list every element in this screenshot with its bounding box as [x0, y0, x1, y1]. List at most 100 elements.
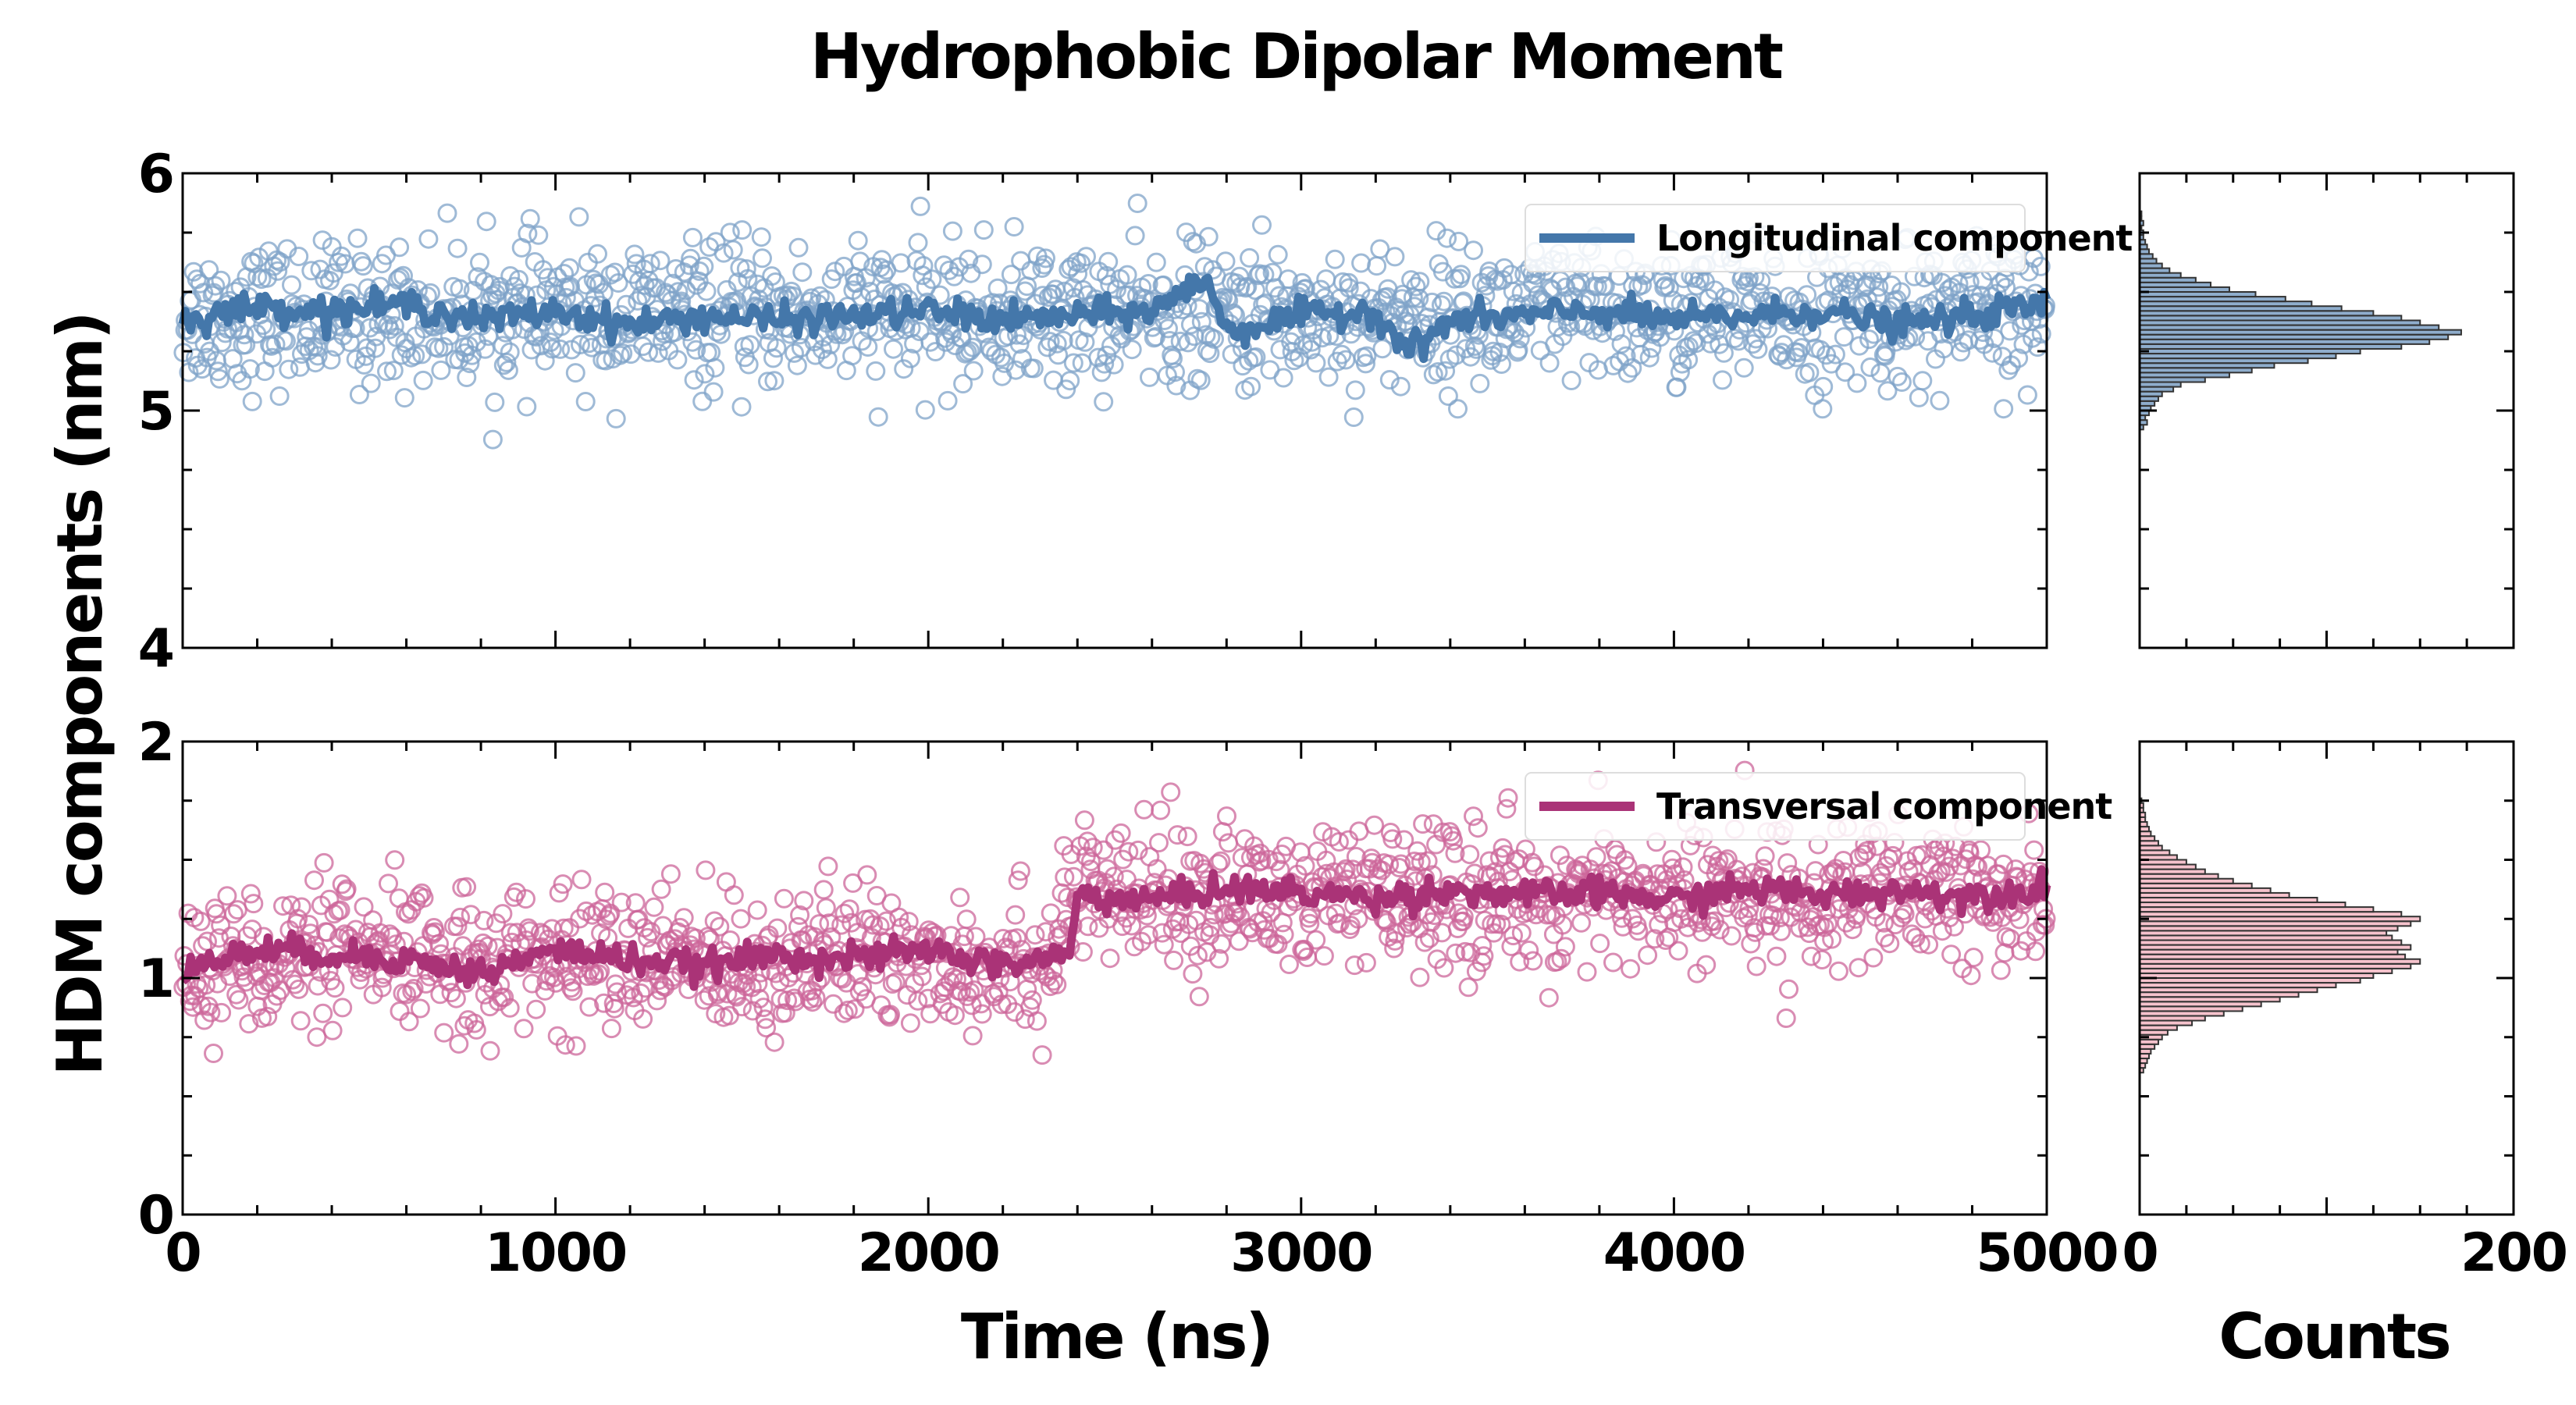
data-point [393, 265, 413, 286]
data-point [774, 888, 794, 909]
data-point [1741, 934, 1761, 954]
data-point [1025, 925, 1045, 945]
data-point [1451, 265, 1471, 285]
data-point [264, 968, 284, 988]
data-point [1357, 346, 1377, 366]
data-point [723, 240, 743, 260]
data-point [1036, 922, 1056, 942]
data-point [1295, 855, 1315, 876]
data-point [490, 276, 510, 297]
y-tick-label: 4 [138, 618, 173, 680]
data-point [1739, 898, 1759, 919]
data-point [1356, 952, 1376, 973]
data-point [912, 966, 932, 987]
data-point [354, 897, 374, 917]
data-point [244, 894, 264, 914]
data-point [1127, 194, 1147, 213]
data-point [1332, 344, 1352, 365]
data-point [307, 337, 327, 357]
data-point [703, 382, 724, 402]
data-point [390, 1001, 410, 1021]
data-point [301, 261, 322, 281]
data-point [749, 988, 770, 1008]
data-point [1414, 932, 1435, 952]
data-point [333, 998, 353, 1018]
data-point [282, 275, 301, 295]
data-point [1746, 329, 1766, 349]
data-point [660, 864, 681, 884]
data-point [1919, 934, 1939, 955]
data-point [1379, 370, 1400, 389]
data-point [682, 227, 703, 247]
data-point [1491, 914, 1511, 934]
data-point [1746, 956, 1767, 976]
data-point [676, 280, 696, 301]
data-point [414, 887, 434, 908]
data-point [594, 993, 614, 1013]
data-point [1713, 343, 1734, 363]
data-point [819, 913, 839, 934]
data-point [1891, 372, 1912, 392]
data-point [1673, 857, 1693, 877]
data-point [1872, 866, 1891, 886]
data-point [1370, 239, 1390, 259]
data-point [1418, 851, 1438, 871]
data-point [391, 345, 411, 365]
data-point [1846, 905, 1866, 925]
data-point [960, 341, 980, 361]
data-point [480, 1040, 500, 1061]
data-point [1428, 362, 1448, 382]
data-point [2001, 355, 2021, 375]
data-point [1645, 929, 1665, 949]
data-point [1316, 269, 1336, 290]
data-point [279, 359, 299, 379]
data-point [1007, 928, 1027, 948]
data-point [1551, 948, 1571, 969]
data-point [736, 259, 756, 279]
data-point [1590, 934, 1610, 954]
data-point [1319, 325, 1340, 346]
data-point [1751, 271, 1771, 291]
data-point [1032, 258, 1052, 278]
data-point [1628, 921, 1649, 941]
data-point [2011, 941, 2031, 961]
data-point [1158, 318, 1178, 339]
data-point [831, 915, 852, 935]
data-point [569, 207, 589, 227]
data-point [2000, 321, 2020, 341]
data-point [1464, 806, 1483, 827]
data-point [694, 256, 714, 276]
data-point [353, 256, 373, 276]
data-point [1611, 334, 1631, 354]
data-point [289, 979, 309, 999]
data-point [1959, 843, 1980, 863]
data-point [1434, 291, 1454, 311]
data-point [1134, 799, 1155, 820]
data-point [1948, 274, 1969, 294]
data-point [1930, 390, 1950, 411]
data-point [1390, 376, 1411, 397]
data-point [273, 896, 293, 916]
data-point [913, 265, 933, 286]
data-point [579, 997, 600, 1017]
data-point [713, 243, 734, 263]
data-point [942, 221, 962, 241]
data-point [526, 999, 546, 1019]
data-point [1813, 399, 1833, 419]
data-point [972, 254, 992, 275]
data-point [493, 904, 513, 924]
data-point [1119, 841, 1139, 862]
data-point [460, 354, 480, 374]
data-point [1100, 948, 1120, 969]
data-point [1163, 348, 1183, 368]
data-point [792, 262, 813, 283]
data-point [1468, 818, 1488, 838]
data-point [223, 904, 244, 924]
data-point [751, 227, 771, 247]
data-point [2030, 256, 2051, 276]
data-point [1329, 913, 1350, 933]
data-point [1877, 381, 1898, 401]
data-point [595, 882, 615, 902]
panel-transversal: 0 1 2 0 1000 2000 3000 4000 5000 Transversal comp… [138, 712, 2119, 1284]
data-point [1539, 987, 1559, 1008]
